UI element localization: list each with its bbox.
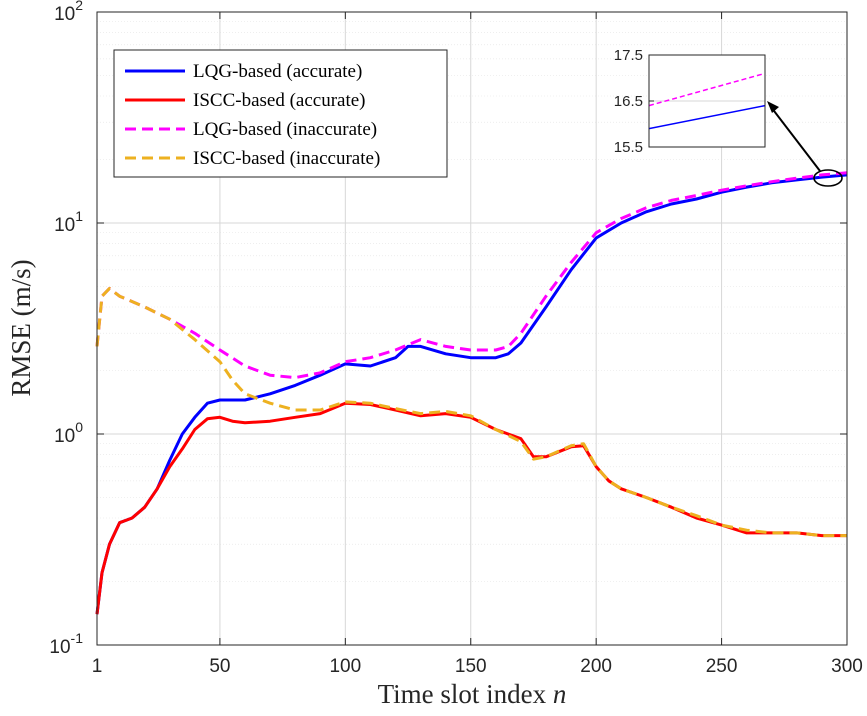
zoom-inset: 15.5 16.5 17.5 — [614, 47, 766, 156]
y-tick-label: 10-1 — [49, 630, 83, 658]
legend-label-1: LQG-based (accurate) — [193, 61, 362, 82]
zoom-arrow-line — [770, 106, 821, 172]
legend-label-4: ISCC-based (inaccurate) — [193, 148, 380, 169]
legend-label-3: LQG-based (inaccurate) — [193, 119, 377, 140]
legend: LQG-based (accurate) ISCC-based (accurate… — [113, 49, 448, 178]
zoom-ellipse — [813, 169, 843, 187]
series-line-3 — [95, 171, 848, 380]
y-tick-label: 100 — [54, 419, 83, 447]
inset-series — [648, 72, 766, 130]
x-axis-label: Time slot index n — [378, 679, 567, 709]
legend-label-2: ISCC-based (accurate) — [193, 90, 366, 111]
x-tick-label: 250 — [706, 656, 738, 677]
x-tick-label: 150 — [455, 656, 487, 677]
x-tick-label: 200 — [580, 656, 612, 677]
y-axis-label: RMSE (m/s) — [6, 259, 36, 396]
inset-y-tick-label: 16.5 — [614, 93, 643, 110]
plot-frame — [96, 11, 848, 646]
y-tick-label: 102 — [54, 0, 83, 25]
inset-series-line-1 — [648, 104, 766, 130]
inset-series-line-2 — [648, 72, 766, 107]
x-tick-label: 1 — [92, 656, 103, 677]
y-tick-label: 101 — [54, 208, 83, 236]
inset-y-tick-label: 15.5 — [614, 139, 643, 156]
x-tick-label: 50 — [209, 656, 230, 677]
zoom-arrowhead — [767, 101, 779, 113]
series-line-4 — [95, 286, 847, 538]
inset-y-tick-label: 17.5 — [614, 47, 643, 64]
series-layer — [95, 171, 848, 615]
x-tick-label: 100 — [329, 656, 361, 677]
inset-ticks: 15.5 16.5 17.5 — [614, 47, 654, 156]
x-tick-label: 300 — [831, 656, 863, 677]
